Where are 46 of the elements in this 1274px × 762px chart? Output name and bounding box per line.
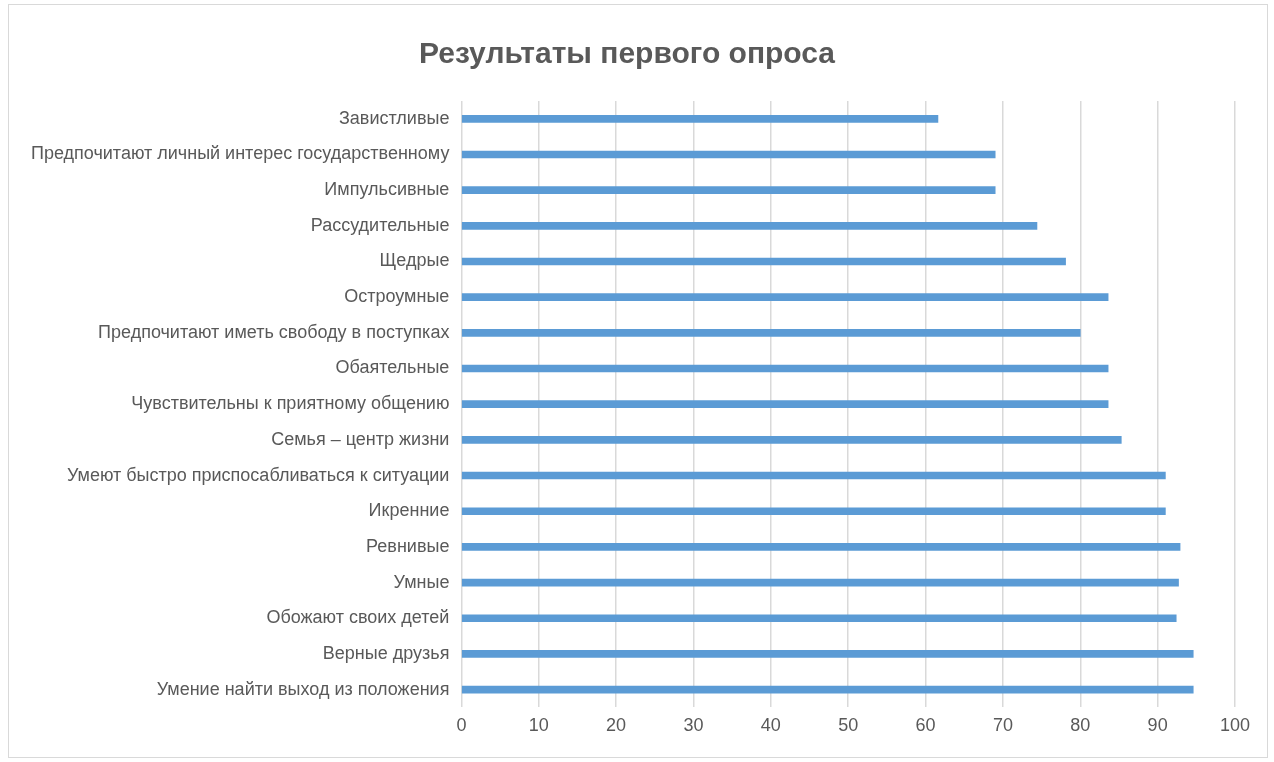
x-tick-label: 50 [838, 715, 859, 736]
x-tick-label: 0 [456, 715, 467, 736]
y-tick-label: Умение найти выход из положения [156, 678, 450, 699]
x-tick-label: 90 [1147, 715, 1168, 736]
y-tick-label: Ревнивые [366, 535, 450, 556]
bar [461, 685, 1194, 694]
y-tick-label: Икренние [368, 500, 450, 521]
y-tick-label: Остроумные [344, 286, 450, 307]
bar [461, 543, 1181, 551]
bar [461, 507, 1166, 516]
x-tick-label: 10 [528, 715, 549, 736]
y-tick-label: Рассудительные [310, 214, 450, 235]
bar [461, 222, 1038, 230]
bar [461, 400, 1109, 409]
y-tick-label: Щедрые [379, 250, 450, 271]
x-tick-label: 100 [1219, 715, 1251, 736]
x-tick-label: 70 [992, 715, 1013, 736]
bar [461, 115, 939, 123]
x-tick-label: 30 [683, 715, 704, 736]
bar [461, 329, 1081, 337]
y-tick-label: Обаятельные [335, 357, 450, 378]
y-tick-label: Завистливые [338, 107, 450, 128]
bar [461, 293, 1109, 302]
y-tick-label: Умные [393, 571, 450, 592]
bar [461, 614, 1177, 623]
y-tick-label: Обожают своих детей [266, 607, 450, 628]
bar [461, 364, 1109, 373]
x-tick-label: 80 [1070, 715, 1091, 736]
bar [461, 578, 1179, 587]
x-tick-label: 60 [915, 715, 936, 736]
y-tick-label: Чувствительны к приятному общению [131, 393, 450, 414]
bar [461, 257, 1066, 266]
y-tick-label: Семья – центр жизни [271, 428, 450, 449]
y-tick-label: Предпочитают личный интерес государственному [30, 143, 450, 164]
bar [461, 650, 1194, 658]
y-tick-label: Умеют быстро приспосабливаться к ситуации [66, 464, 450, 485]
x-tick-label: 20 [606, 715, 627, 736]
bar [461, 471, 1166, 480]
y-tick-label: Верные друзья [322, 642, 450, 663]
bar [461, 186, 996, 195]
chart-title: Результаты первого опроса [419, 36, 836, 70]
y-tick-label: Предпочитают иметь свободу в поступках [98, 321, 450, 342]
y-tick-label: Импульсивные [324, 179, 450, 200]
bar [461, 150, 996, 159]
bar [461, 436, 1122, 444]
x-tick-label: 40 [760, 715, 781, 736]
